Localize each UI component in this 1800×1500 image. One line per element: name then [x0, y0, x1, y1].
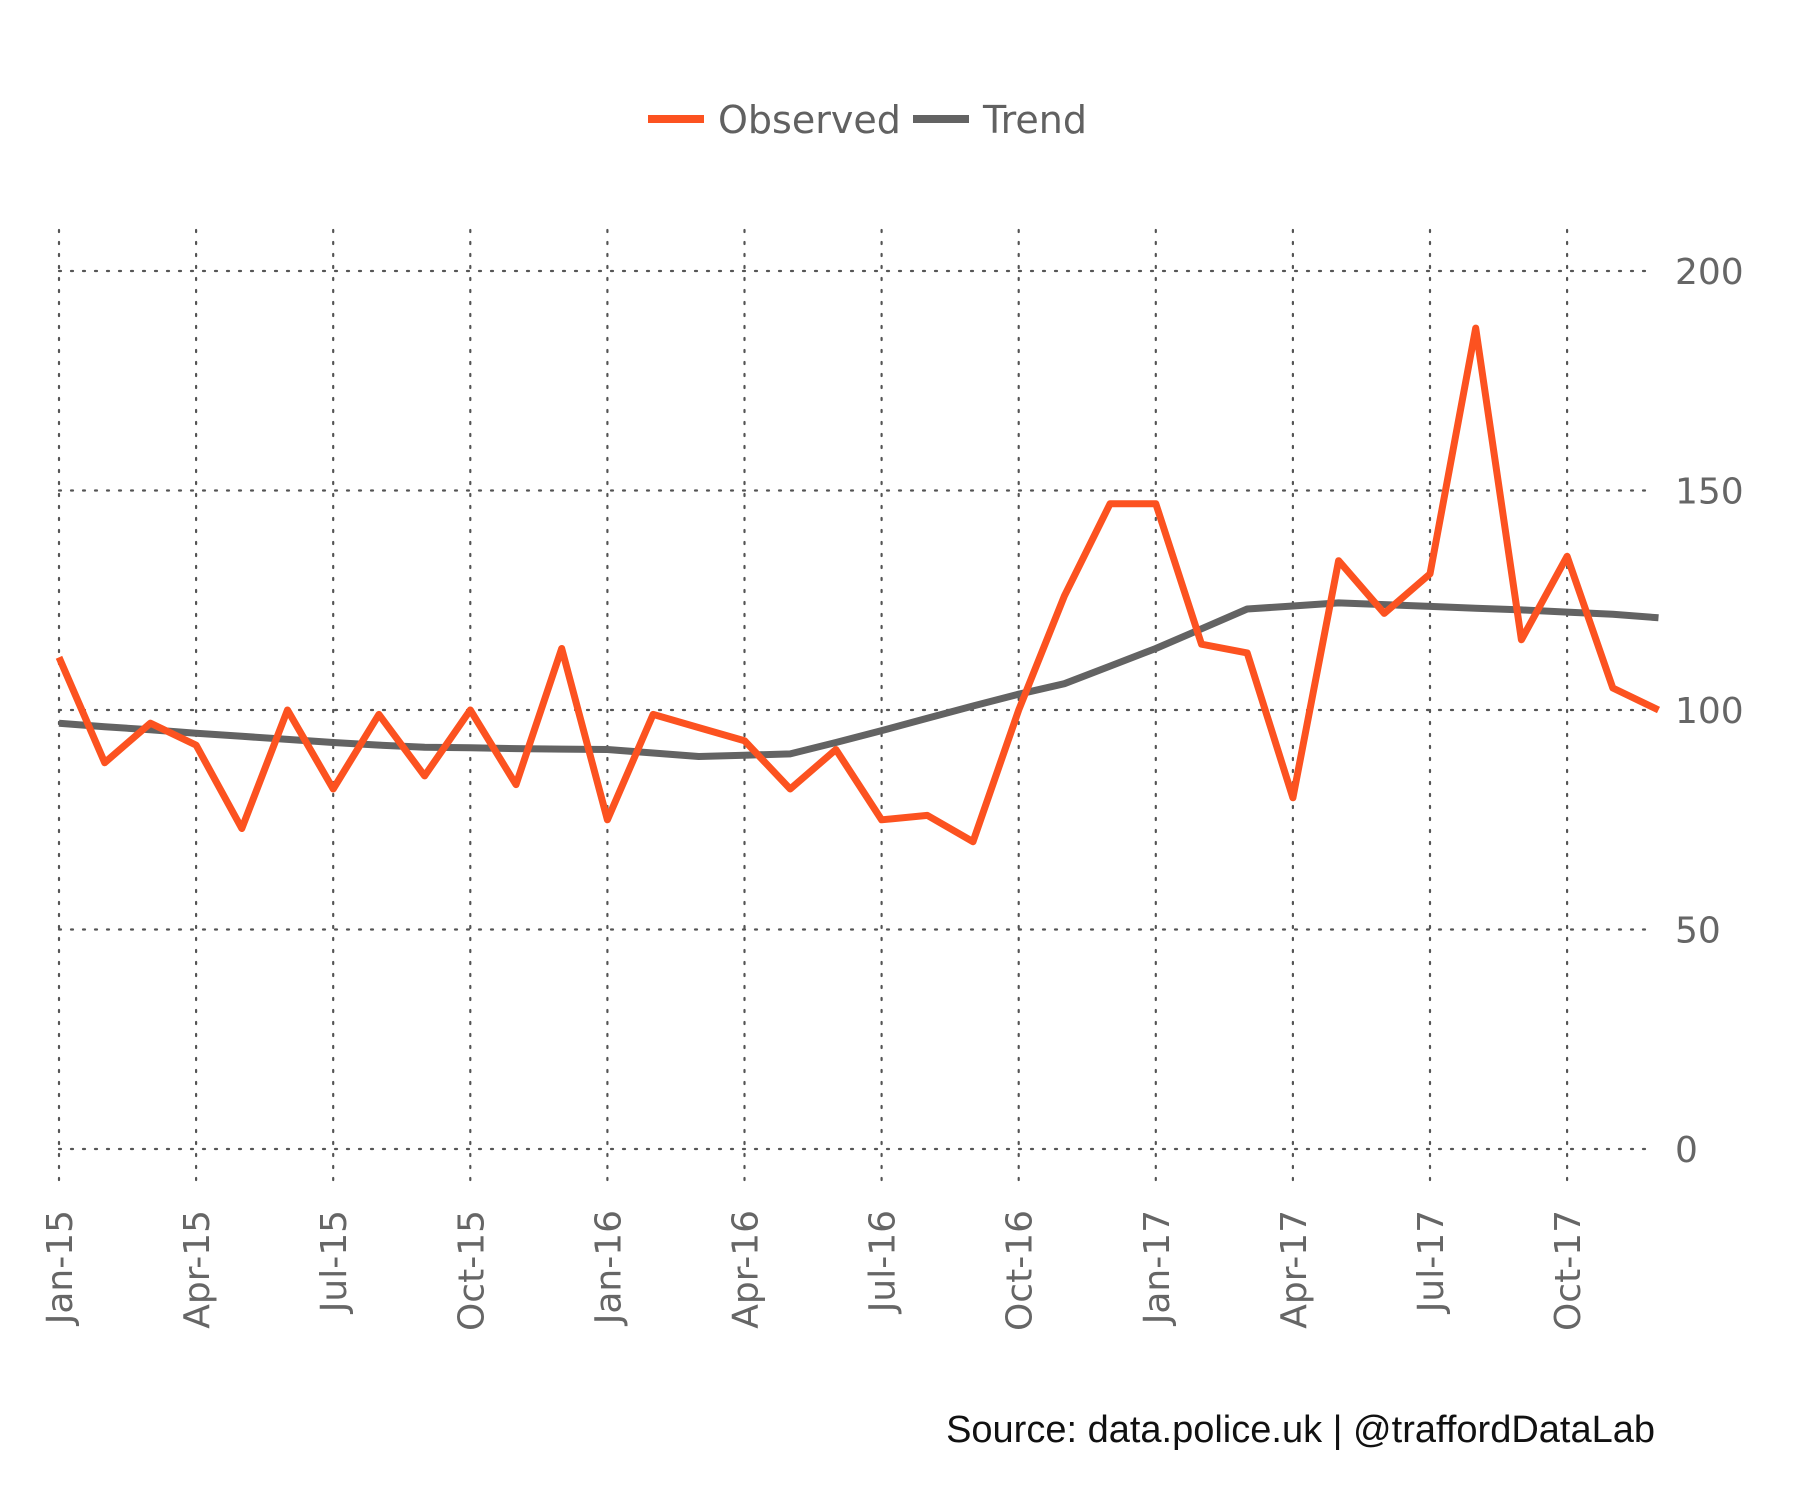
- x-tick-label: Jul-17: [1411, 1210, 1452, 1314]
- x-tick-label: Jan-16: [588, 1210, 629, 1326]
- x-tick-label: Apr-15: [177, 1210, 218, 1329]
- x-tick-label: Oct-16: [1000, 1210, 1041, 1331]
- legend-label-trend: Trend: [982, 98, 1087, 142]
- source-caption: Source: data.police.uk | @traffordDataLa…: [946, 1409, 1655, 1451]
- y-axis-ticks: 0 50 100 150 200: [1675, 252, 1744, 1171]
- series-lines: [55, 324, 1661, 846]
- gridlines: [57, 228, 1657, 1192]
- x-tick-label: Jan-15: [40, 1210, 81, 1326]
- y-tick-label: 50: [1675, 911, 1721, 952]
- x-tick-label: Apr-17: [1274, 1210, 1315, 1329]
- legend: Observed Trend: [648, 98, 1087, 142]
- x-tick-label: Oct-15: [451, 1210, 492, 1331]
- y-tick-label: 100: [1675, 691, 1744, 732]
- x-axis-ticks: Jan-15 Apr-15 Jul-15 Oct-15 Jan-16 Apr-16 Jul-…: [40, 1210, 1589, 1331]
- series-line-observed: [55, 324, 1661, 846]
- x-tick-label: Jul-15: [314, 1210, 355, 1314]
- y-tick-label: 200: [1675, 252, 1744, 293]
- legend-label-observed: Observed: [718, 98, 901, 142]
- x-tick-label: Jan-17: [1137, 1210, 1178, 1326]
- y-tick-label: 150: [1675, 472, 1744, 513]
- y-tick-label: 0: [1675, 1130, 1698, 1171]
- x-tick-label: Apr-16: [726, 1210, 767, 1329]
- x-tick-label: Oct-17: [1548, 1210, 1589, 1331]
- x-tick-label: Jul-16: [863, 1210, 904, 1314]
